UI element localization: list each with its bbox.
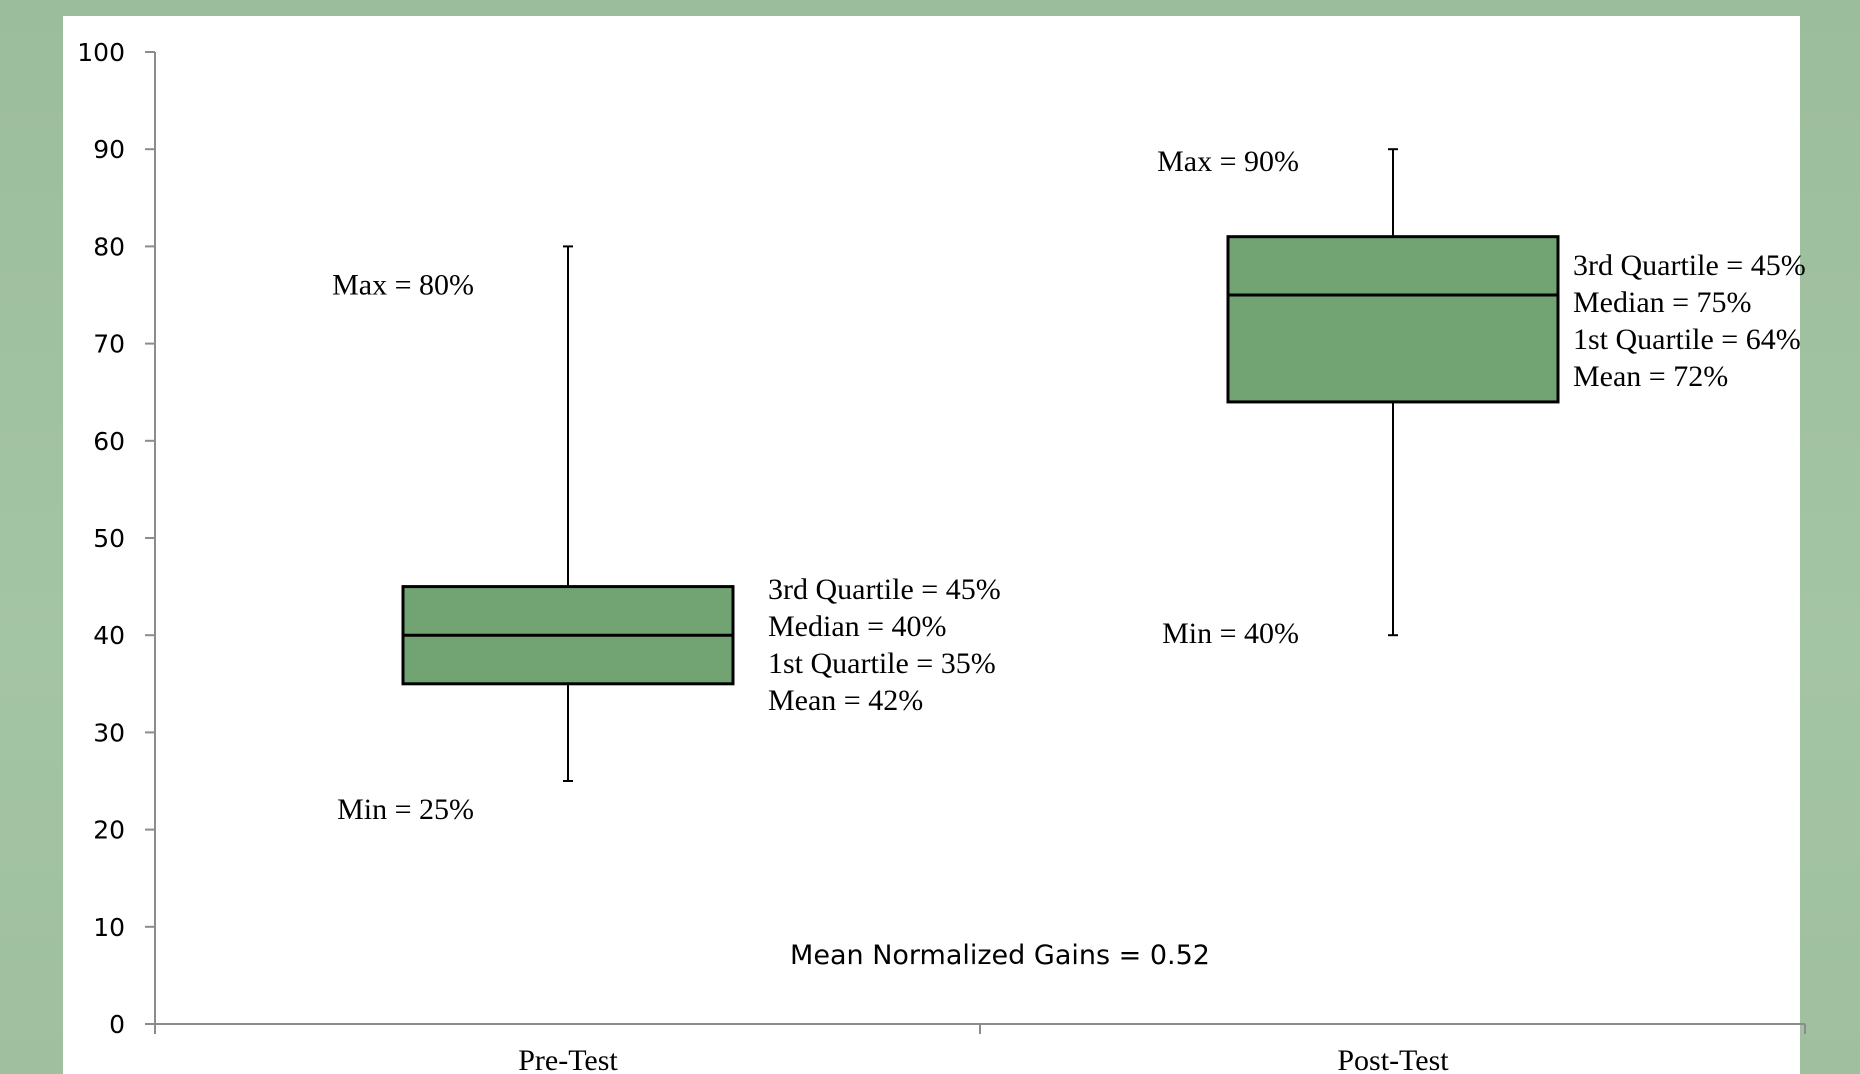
x-category-label: Post-Test bbox=[1337, 1044, 1449, 1074]
y-tick-label: 100 bbox=[77, 38, 125, 67]
y-tick-label: 20 bbox=[93, 816, 125, 845]
stats-line: 3rd Quartile = 45% bbox=[1573, 249, 1806, 282]
mean-normalized-gains-note: Mean Normalized Gains = 0.52 bbox=[790, 940, 1210, 971]
chart-panel bbox=[63, 16, 1800, 1074]
stats-line: Mean = 72% bbox=[1573, 360, 1728, 393]
stats-line: 1st Quartile = 64% bbox=[1573, 323, 1801, 356]
iqr-box bbox=[1226, 235, 1560, 404]
y-tick-label: 0 bbox=[109, 1010, 125, 1039]
y-tick-label: 90 bbox=[93, 135, 125, 164]
stats-line: 3rd Quartile = 45% bbox=[768, 573, 1001, 606]
y-tick-label: 70 bbox=[93, 330, 125, 359]
y-tick-label: 60 bbox=[93, 427, 125, 456]
max-label: Max = 80% bbox=[332, 268, 474, 301]
y-tick-label: 80 bbox=[93, 232, 125, 261]
stats-line: Median = 40% bbox=[768, 610, 947, 643]
axes: 0 10 20 30 40 50 60 70 80 90 100 Pre-Test Post-Test bbox=[77, 38, 1806, 1074]
min-label: Min = 25% bbox=[337, 793, 474, 826]
y-tick-label: 40 bbox=[93, 621, 125, 650]
x-category-label: Pre-Test bbox=[518, 1044, 618, 1074]
min-label: Min = 40% bbox=[1162, 617, 1299, 650]
stats-line: Median = 75% bbox=[1573, 286, 1752, 319]
y-tick-label: 10 bbox=[93, 913, 125, 942]
box-series bbox=[401, 148, 1560, 782]
max-label: Max = 90% bbox=[1157, 145, 1299, 178]
annotations: Max = 80% Min = 25% 3rd Quartile = 45% Medi… bbox=[332, 145, 1806, 826]
stats-line: 1st Quartile = 35% bbox=[768, 647, 996, 680]
stats-line: Mean = 42% bbox=[768, 684, 923, 717]
y-tick-label: 30 bbox=[93, 718, 125, 747]
y-tick-label: 50 bbox=[93, 524, 125, 553]
